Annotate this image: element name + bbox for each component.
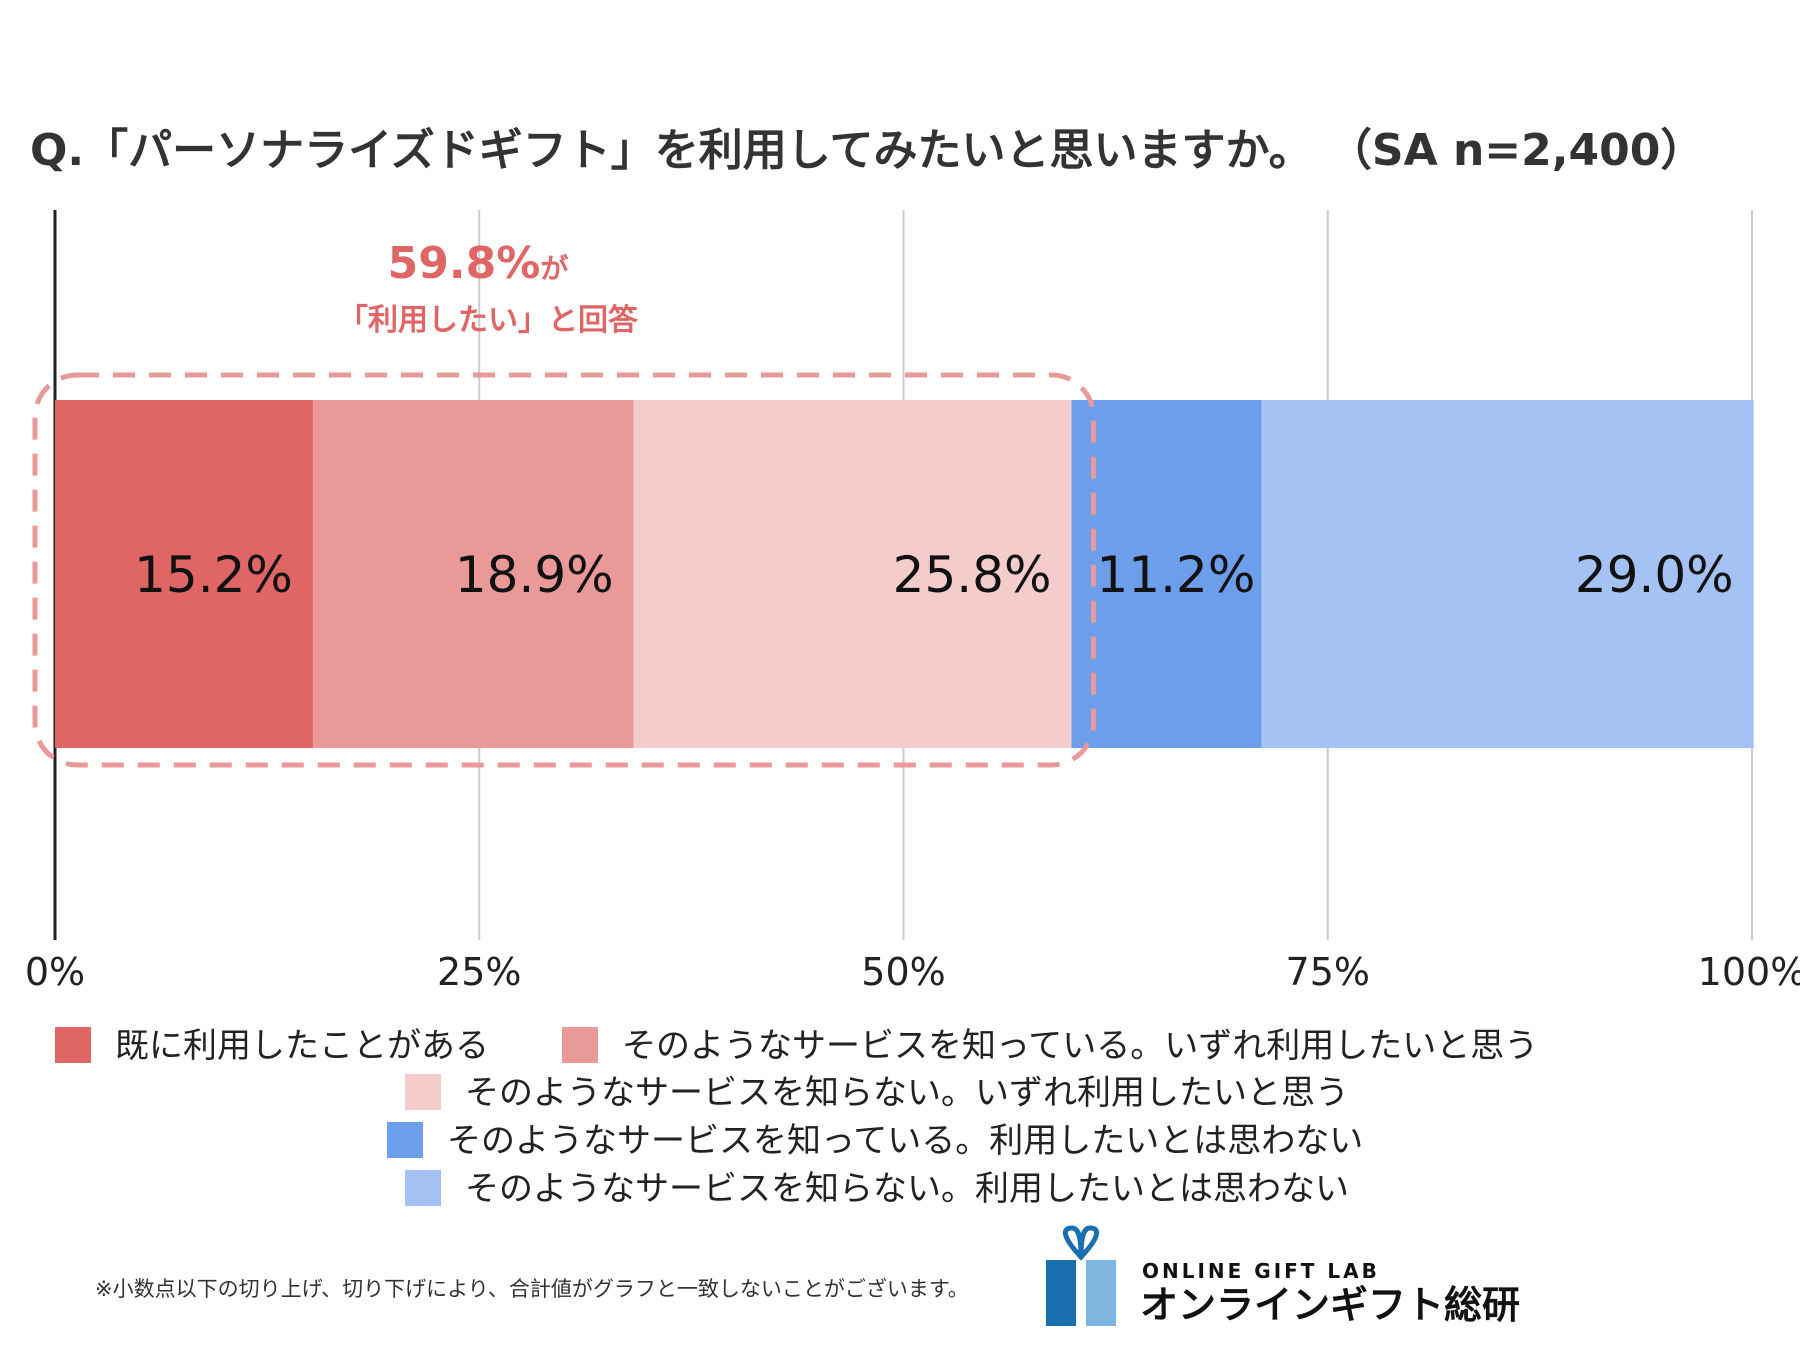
brand-logo: ONLINE GIFT LAB オンラインギフト総研 xyxy=(1046,1225,1520,1327)
legend: 既に利用したことがある そのようなサービスを知っている。いずれ利用したいと思うその… xyxy=(55,1026,1538,1209)
legend-label-3: そのようなサービスを知らない。いずれ利用したいと思う xyxy=(465,1073,1349,1113)
x-axis-ticks: 0% 25% 50% 75% 100% xyxy=(25,950,1800,994)
bar-segment-2 xyxy=(312,400,634,748)
callout-headline: 59.8%が xyxy=(388,238,569,289)
tick-label-100: 100% xyxy=(1698,950,1800,994)
legend-swatch-2 xyxy=(562,1027,598,1063)
legend-label-2: そのようなサービスを知っている。いずれ利用したいと思う xyxy=(622,1026,1538,1066)
tick-label-0: 0% xyxy=(25,950,85,994)
gift-bow xyxy=(1062,1225,1100,1261)
legend-swatch-3 xyxy=(405,1074,441,1110)
tick-label-25: 25% xyxy=(437,950,521,994)
tick-label-75: 75% xyxy=(1286,950,1370,994)
tick-label-50: 50% xyxy=(861,950,945,994)
legend-swatch-1 xyxy=(55,1027,91,1063)
segment-label-3: 25.8% xyxy=(893,546,1052,604)
callout-dashed-box xyxy=(32,372,1097,768)
segment-label-1: 15.2% xyxy=(134,546,293,604)
segment-label-2: 18.9% xyxy=(455,546,614,604)
callout-subtext: 「利用したい」と回答 xyxy=(338,303,639,338)
stacked-bar xyxy=(55,400,1754,748)
segment-label-4: 11.2% xyxy=(1097,546,1256,604)
chart-title: Q.「パーソナライズドギフト」を利用してみたいと思いますか。 （SA n=2,4… xyxy=(30,125,1704,176)
brand-name-en: ONLINE GIFT LAB xyxy=(1142,1259,1380,1283)
legend-swatch-4 xyxy=(387,1122,423,1158)
footnote: ※小数点以下の切り上げ、切り下げにより、合計値がグラフと一致しないことがございま… xyxy=(95,1277,969,1301)
legend-label-4: そのようなサービスを知っている。利用したいとは思わない xyxy=(447,1121,1363,1161)
gift-box-left-panel xyxy=(1046,1260,1076,1326)
segment-label-5: 29.0% xyxy=(1575,546,1734,604)
bar-segment-4 xyxy=(1071,400,1262,748)
callout-percent: 59.8% xyxy=(388,238,541,289)
bar-segment-5 xyxy=(1261,400,1754,748)
callout-suffix: が xyxy=(540,252,568,285)
bar-segment-3 xyxy=(633,400,1072,748)
legend-label-1: 既に利用したことがある xyxy=(115,1026,489,1066)
brand-name-jp: オンラインギフト総研 xyxy=(1140,1283,1520,1327)
segment-labels: 15.2% 18.9% 25.8% 11.2% 29.0% xyxy=(134,546,1734,604)
bar-segment-1 xyxy=(55,400,313,748)
legend-label-5: そのようなサービスを知らない。利用したいとは思わない xyxy=(465,1169,1349,1209)
legend-swatch-5 xyxy=(405,1170,441,1206)
gift-box-icon xyxy=(1046,1225,1116,1326)
gift-box-right-panel xyxy=(1086,1260,1116,1326)
